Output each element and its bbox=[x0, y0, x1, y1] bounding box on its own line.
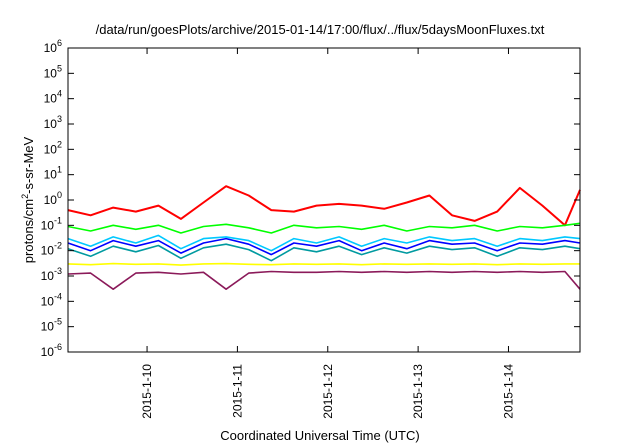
x-tick-label: 2015-1-10 bbox=[140, 364, 154, 419]
x-tick-label: 2015-1-11 bbox=[230, 364, 244, 418]
y-tick-label: 10-4 bbox=[41, 291, 62, 308]
y-tick-label: 101 bbox=[44, 165, 62, 182]
series-line-6 bbox=[67, 262, 580, 266]
y-tick-label: 10-3 bbox=[41, 266, 62, 283]
y-tick-label: 10-2 bbox=[41, 241, 62, 258]
y-tick-label: 10-6 bbox=[41, 342, 62, 359]
chart-title: /data/run/goesPlots/archive/2015-01-14/1… bbox=[95, 22, 545, 37]
series-line-2 bbox=[67, 222, 581, 234]
series-line-7 bbox=[67, 270, 581, 291]
y-tick-label: 10-5 bbox=[41, 317, 62, 334]
y-tick-label: 105 bbox=[44, 63, 62, 80]
x-axis-label: Coordinated Universal Time (UTC) bbox=[220, 428, 420, 443]
y-tick-label: 103 bbox=[44, 114, 62, 131]
series-line-4 bbox=[67, 237, 581, 256]
series-line-1 bbox=[67, 185, 581, 227]
plot-frame bbox=[67, 47, 581, 353]
y-tick-label: 102 bbox=[44, 139, 62, 156]
x-tick-label: 2015-1-12 bbox=[321, 364, 335, 419]
y-tick-label: 104 bbox=[44, 89, 62, 106]
series-line-3 bbox=[67, 234, 581, 252]
x-tick-label: 2015-1-14 bbox=[501, 364, 515, 419]
y-tick-label: 100 bbox=[44, 190, 62, 207]
y-tick-label: 10-1 bbox=[41, 215, 62, 232]
series-line-5 bbox=[67, 243, 581, 262]
x-tick-label: 2015-1-13 bbox=[411, 364, 425, 419]
y-tick-label: 106 bbox=[44, 38, 62, 55]
